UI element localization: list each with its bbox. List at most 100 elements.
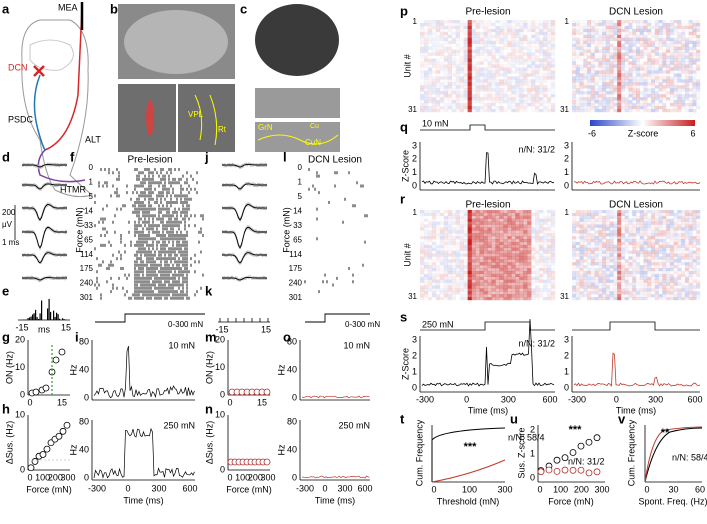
heatmap-cell xyxy=(598,218,603,222)
heatmap-cell xyxy=(511,79,516,83)
trace xyxy=(21,203,68,220)
trace xyxy=(22,252,67,264)
heatmap-cell xyxy=(587,79,592,83)
heatmap-cell xyxy=(551,52,556,56)
heatmap-cell xyxy=(511,43,516,47)
heatmap-cell xyxy=(673,64,678,68)
heatmap-cell xyxy=(527,35,531,38)
heatmap-cell xyxy=(643,253,648,257)
heatmap-cell xyxy=(452,85,456,88)
heatmap-cell xyxy=(495,273,500,277)
heatmap-cell xyxy=(598,109,603,113)
heatmap-cell xyxy=(692,97,697,101)
heatmap-cell xyxy=(491,294,496,298)
heatmap-cell xyxy=(431,288,437,292)
heatmap-cell xyxy=(654,253,659,257)
heatmap-cell xyxy=(624,43,629,47)
heatmap-cell xyxy=(527,32,531,35)
heatmap-cell xyxy=(491,94,496,98)
heatmap-cell xyxy=(519,268,524,272)
heatmap-cell xyxy=(495,288,500,292)
x-tick-label: 15 xyxy=(61,322,71,332)
heatmap-cell xyxy=(499,20,503,23)
heatmap-cell xyxy=(471,100,476,104)
heatmap-cell xyxy=(459,265,464,269)
heatmap-cell xyxy=(507,230,512,234)
heatmap-cell xyxy=(636,239,640,243)
heatmap-cell xyxy=(605,218,610,222)
heatmap-cell xyxy=(431,64,437,68)
label: Time (ms) xyxy=(616,405,656,415)
heatmap-cell xyxy=(632,273,637,277)
heatmap-cell xyxy=(515,288,520,292)
heatmap-cell xyxy=(662,64,667,68)
heatmap-cell xyxy=(439,268,445,272)
heatmap-cell xyxy=(647,79,651,82)
heatmap-cell xyxy=(677,247,682,251)
heatmap-cell xyxy=(688,218,693,222)
heatmap-cell xyxy=(624,262,629,266)
heatmap-cell xyxy=(551,28,556,33)
heatmap-cell xyxy=(594,250,599,254)
heatmap-cell xyxy=(491,288,496,292)
heatmap-cell xyxy=(483,40,488,44)
heatmap-cell xyxy=(459,210,464,214)
heatmap-cell xyxy=(632,37,637,41)
heatmap-cell xyxy=(587,100,592,104)
heatmap-cell xyxy=(662,218,667,222)
heatmap-cell xyxy=(523,244,528,248)
heatmap-cell xyxy=(519,37,524,41)
heatmap-cell xyxy=(673,97,678,101)
heatmap-cell xyxy=(643,106,648,110)
heatmap-cell xyxy=(459,91,464,95)
heatmap-cell xyxy=(587,22,592,27)
heatmap-cell xyxy=(423,233,429,237)
heatmap-cell xyxy=(639,40,644,44)
heatmap-cell xyxy=(651,244,656,248)
heatmap-cell xyxy=(684,55,689,59)
heatmap-cell xyxy=(483,259,488,263)
heatmap-cell xyxy=(503,40,508,44)
heatmap-cell xyxy=(447,55,452,59)
heatmap-cell xyxy=(543,270,548,275)
heatmap-cell xyxy=(483,34,488,39)
heatmap-cell xyxy=(495,227,500,231)
heatmap-cell xyxy=(523,56,527,59)
heatmap-cell xyxy=(669,67,674,71)
heatmap-cell xyxy=(503,247,508,251)
heatmap-cell xyxy=(673,230,678,234)
heatmap-cell xyxy=(443,297,448,301)
heatmap-cell xyxy=(579,210,584,214)
heatmap-cell xyxy=(487,239,492,243)
heatmap-cell xyxy=(628,34,633,39)
heatmap-cell xyxy=(572,241,576,246)
heatmap-cell xyxy=(605,285,610,289)
heatmap-cell xyxy=(519,91,524,95)
heatmap-cell xyxy=(624,97,629,101)
heatmap-cell xyxy=(621,230,625,233)
trace xyxy=(221,250,268,265)
heatmap-cell xyxy=(460,256,464,259)
heatmap-cell xyxy=(643,285,648,289)
heatmap-cell xyxy=(579,103,584,107)
heatmap-cell xyxy=(503,239,508,243)
heatmap-cell xyxy=(624,210,629,214)
heatmap-cell xyxy=(617,241,622,246)
heatmap-cell xyxy=(632,61,637,65)
heatmap-cell xyxy=(647,88,652,92)
heatmap-cell xyxy=(447,270,452,275)
heatmap-cell xyxy=(688,215,693,219)
heatmap-cell xyxy=(543,288,548,292)
heatmap-cell xyxy=(519,28,524,33)
heatmap-cell xyxy=(654,250,659,254)
heatmap-cell xyxy=(491,34,496,39)
heatmap-cell xyxy=(669,46,674,50)
heatmap-cell xyxy=(639,20,644,24)
heatmap-cell xyxy=(543,282,548,286)
heatmap-cell xyxy=(479,236,484,240)
heatmap-cell xyxy=(673,46,678,50)
heatmap-cell xyxy=(471,82,476,86)
heatmap-cell xyxy=(519,65,523,68)
heatmap-cell xyxy=(628,103,633,107)
heatmap-cell xyxy=(583,47,587,50)
